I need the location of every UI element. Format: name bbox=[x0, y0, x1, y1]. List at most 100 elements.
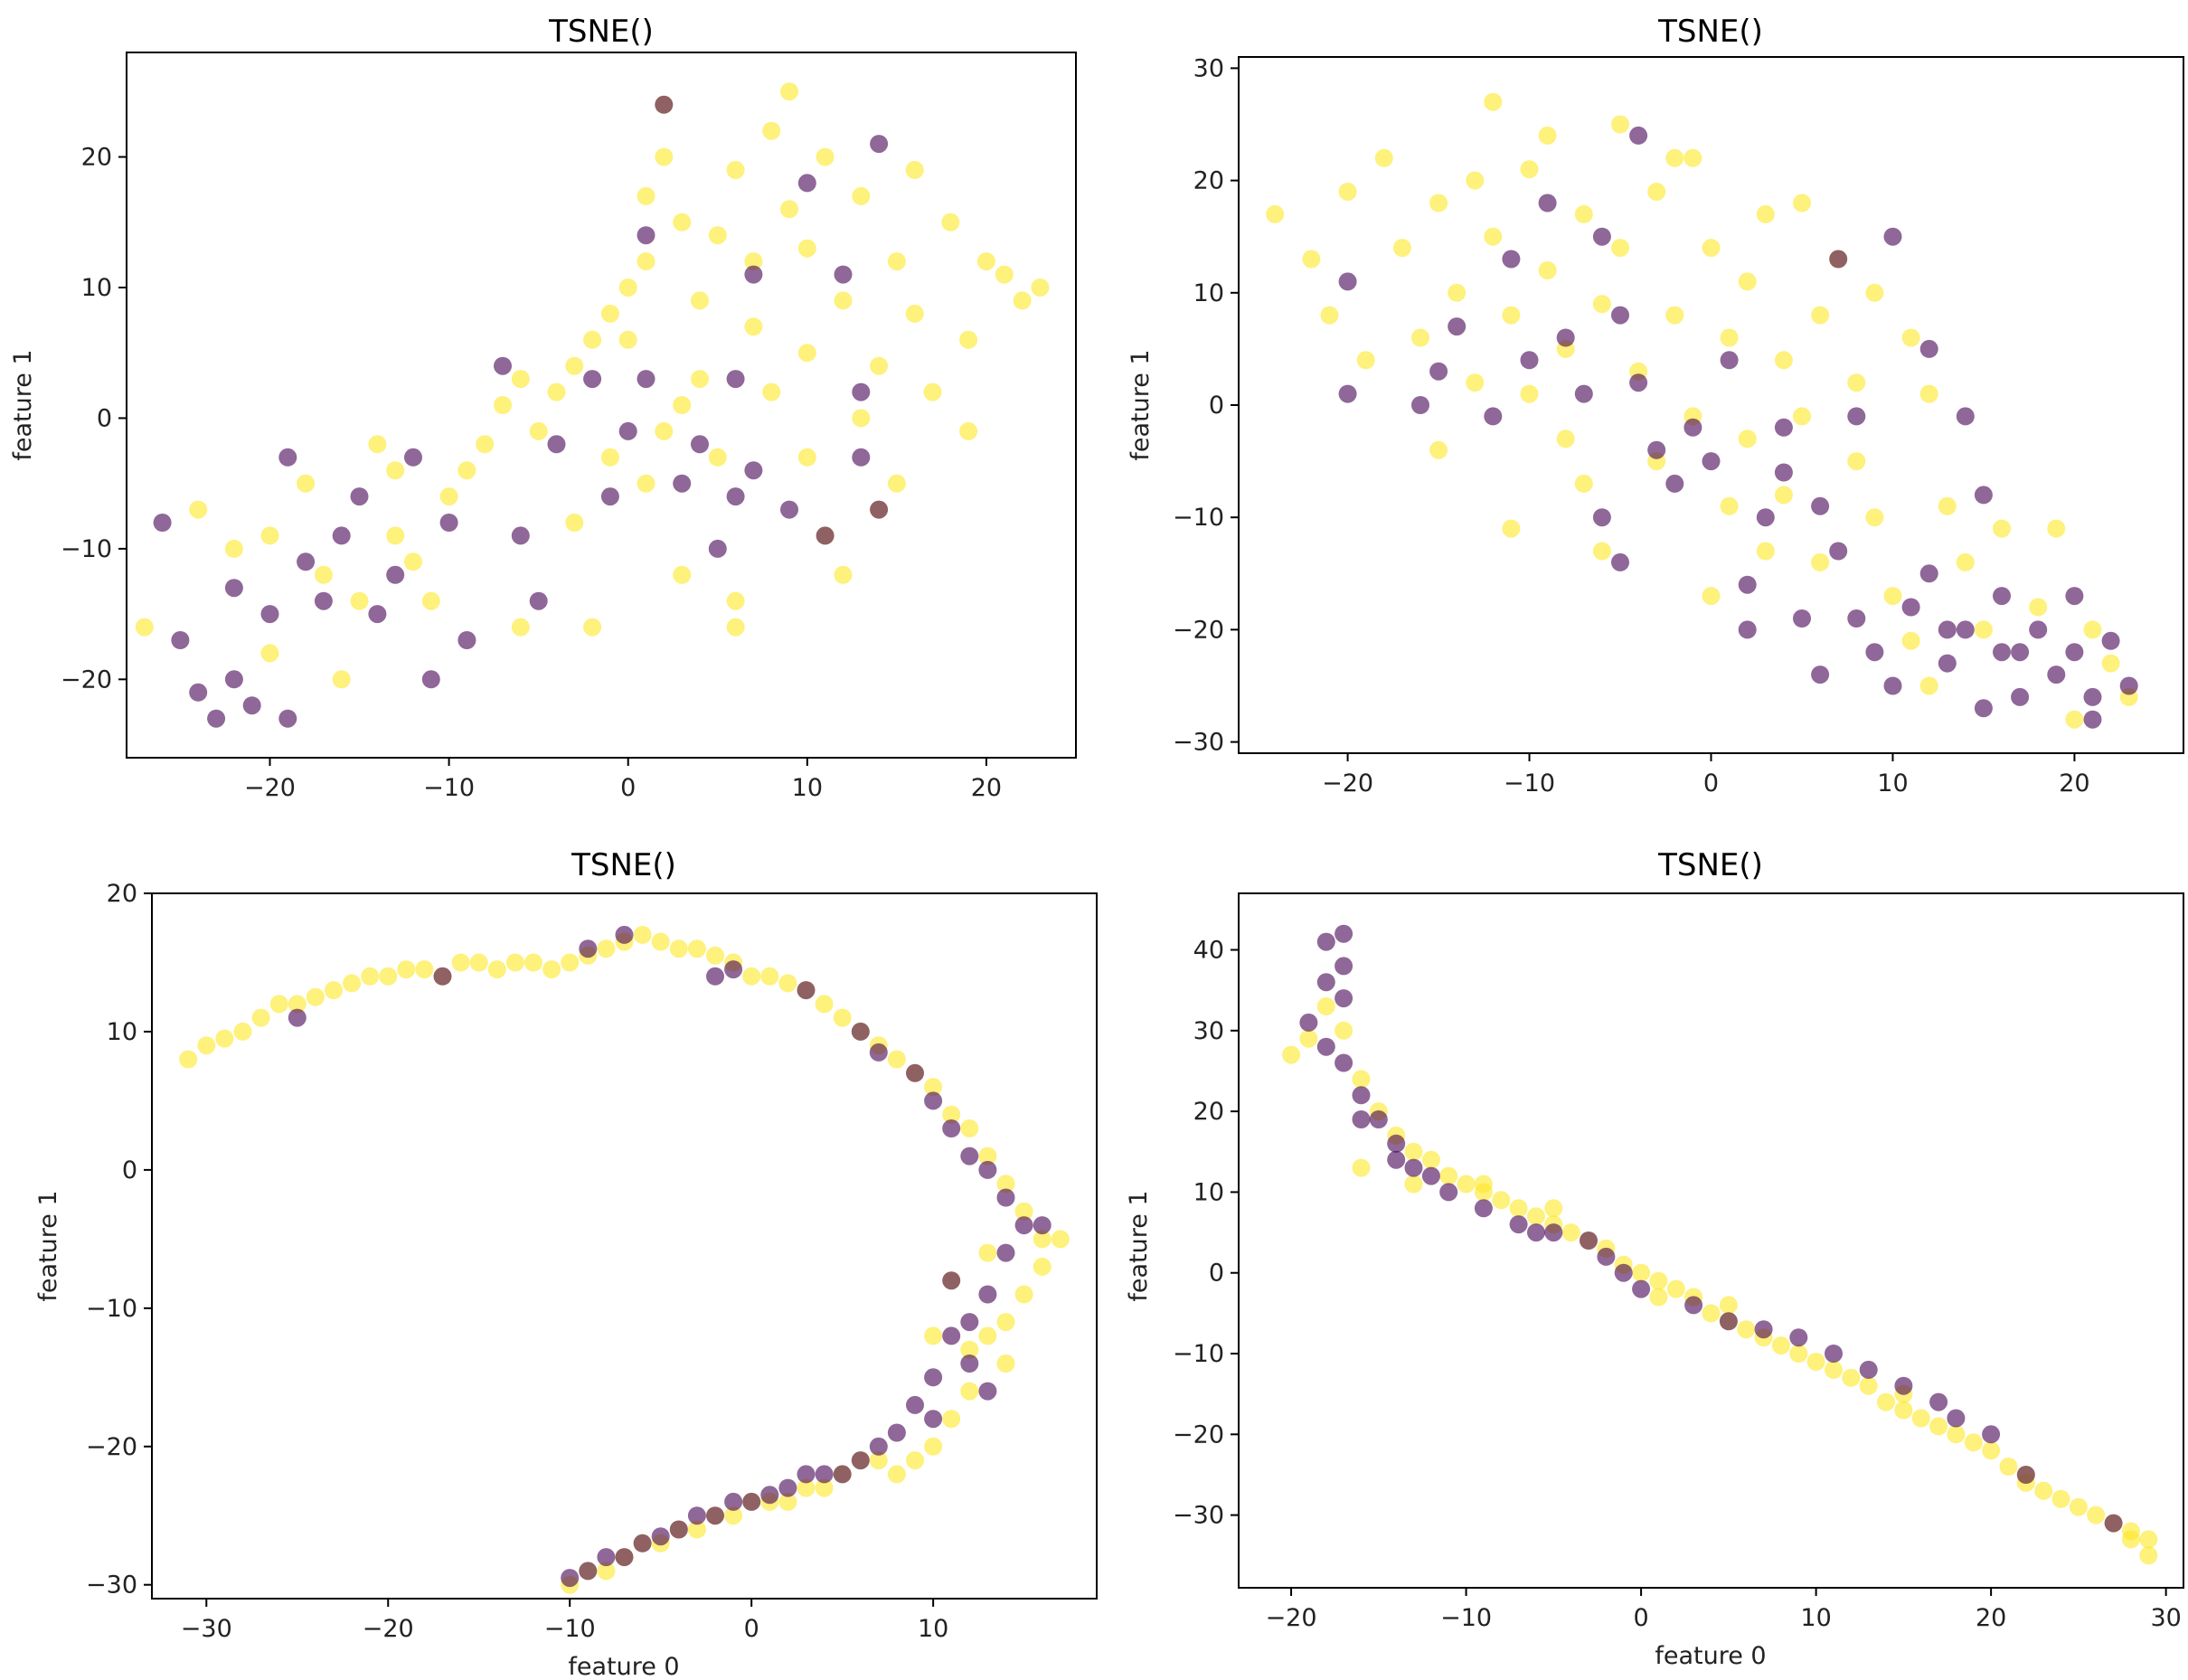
scatter-point-purple bbox=[851, 1022, 870, 1041]
scatter-point-purple bbox=[1683, 418, 1702, 437]
scatter-point-yellow bbox=[260, 526, 279, 545]
scatter-point-yellow bbox=[547, 382, 566, 401]
scatter-point-purple bbox=[600, 487, 619, 506]
scatter-point-purple bbox=[2011, 643, 2030, 662]
scatter-point-purple bbox=[1338, 272, 1357, 291]
scatter-point-purple bbox=[618, 421, 637, 440]
scatter-point-purple bbox=[942, 1271, 961, 1290]
scatter-point-yellow bbox=[2065, 710, 2084, 729]
scatter-point-yellow bbox=[561, 953, 580, 972]
y-tick-label: −10 bbox=[61, 535, 112, 563]
scatter-point-yellow bbox=[404, 552, 422, 571]
scatter-point-purple bbox=[942, 1119, 961, 1137]
scatter-point-yellow bbox=[397, 960, 416, 979]
x-tick-label: −30 bbox=[181, 1615, 232, 1643]
scatter-point-yellow bbox=[1865, 508, 1884, 527]
x-tick-label: 20 bbox=[1976, 1604, 2006, 1632]
scatter-point-purple bbox=[1299, 1013, 1318, 1032]
scatter-point-purple bbox=[778, 1478, 797, 1497]
scatter-point-purple bbox=[1929, 1392, 1948, 1411]
scatter-point-purple bbox=[1629, 373, 1648, 392]
scatter-point-purple bbox=[1556, 328, 1575, 347]
scatter-point-purple bbox=[1033, 1216, 1052, 1235]
scatter-point-purple bbox=[1974, 486, 1993, 505]
scatter-point-purple bbox=[1774, 418, 1793, 437]
scatter-point-yellow bbox=[669, 939, 688, 958]
scatter-point-yellow bbox=[1014, 1202, 1033, 1221]
scatter-point-yellow bbox=[637, 186, 655, 205]
scatter-point-yellow bbox=[325, 981, 343, 1000]
scatter-point-yellow bbox=[1956, 552, 1975, 571]
scatter-point-yellow bbox=[1611, 115, 1629, 134]
scatter-point-yellow bbox=[1556, 429, 1575, 448]
plot-title: TSNE() bbox=[1657, 14, 1763, 50]
scatter-point-purple bbox=[561, 1569, 580, 1588]
scatter-point-purple bbox=[1387, 1150, 1406, 1169]
scatter-point-purple bbox=[2065, 587, 2084, 606]
y-tick-label: −30 bbox=[1173, 1502, 1224, 1530]
scatter-point-yellow bbox=[1031, 278, 1050, 297]
scatter-point-purple bbox=[724, 1492, 743, 1511]
scatter-point-yellow bbox=[288, 995, 307, 1014]
scatter-point-purple bbox=[1719, 1312, 1738, 1331]
scatter-point-yellow bbox=[687, 1520, 706, 1539]
scatter-point-purple bbox=[1811, 665, 1830, 684]
scatter-point-yellow bbox=[1448, 283, 1467, 302]
scatter-point-purple bbox=[1538, 193, 1557, 212]
scatter-point-purple bbox=[1352, 1086, 1371, 1105]
scatter-point-yellow bbox=[1592, 542, 1611, 561]
scatter-point-yellow bbox=[1466, 171, 1485, 190]
scatter-point-yellow bbox=[1738, 429, 1757, 448]
scatter-point-yellow bbox=[1649, 1271, 1668, 1290]
scatter-point-yellow bbox=[1502, 519, 1521, 538]
y-tick-label: 40 bbox=[1193, 937, 1224, 965]
scatter-point-yellow bbox=[869, 1451, 888, 1470]
scatter-point-yellow bbox=[691, 291, 709, 310]
scatter-point-yellow bbox=[618, 278, 637, 297]
scatter-point-purple bbox=[1611, 306, 1629, 325]
data-points bbox=[135, 82, 1050, 728]
x-tick-label: −10 bbox=[1504, 769, 1555, 798]
scatter-point-yellow bbox=[1665, 306, 1684, 325]
scatter-point-yellow bbox=[1847, 373, 1866, 392]
scatter-point-yellow bbox=[1544, 1199, 1563, 1218]
scatter-point-yellow bbox=[976, 252, 995, 271]
scatter-point-yellow bbox=[1756, 204, 1775, 223]
scatter-point-yellow bbox=[1666, 1279, 1685, 1298]
scatter-point-yellow bbox=[1592, 295, 1611, 314]
scatter-point-yellow bbox=[1266, 204, 1285, 223]
scatter-point-yellow bbox=[421, 591, 440, 610]
scatter-point-purple bbox=[852, 448, 871, 467]
plot-title: TSNE() bbox=[548, 14, 654, 50]
scatter-point-yellow bbox=[1302, 250, 1321, 269]
scatter-point-yellow bbox=[959, 330, 978, 349]
scatter-point-yellow bbox=[726, 161, 745, 179]
scatter-point-purple bbox=[1369, 1110, 1388, 1128]
scatter-point-yellow bbox=[1356, 351, 1375, 370]
scatter-point-yellow bbox=[1982, 1441, 2001, 1460]
scatter-point-purple bbox=[726, 487, 745, 506]
scatter-point-purple bbox=[2104, 1514, 2123, 1533]
scatter-point-purple bbox=[1592, 508, 1611, 527]
scatter-point-purple bbox=[1947, 1409, 1966, 1428]
scatter-point-purple bbox=[1865, 643, 1884, 662]
scatter-point-yellow bbox=[1392, 239, 1411, 258]
x-tick-label: −20 bbox=[1322, 769, 1373, 798]
x-tick-label: −20 bbox=[1266, 1604, 1317, 1632]
scatter-point-yellow bbox=[815, 1478, 834, 1497]
scatter-point-purple bbox=[1502, 250, 1521, 269]
scatter-point-yellow bbox=[469, 953, 488, 972]
scatter-point-yellow bbox=[978, 1326, 997, 1345]
scatter-point-yellow bbox=[1484, 227, 1503, 246]
scatter-point-purple bbox=[1938, 654, 1957, 673]
scatter-point-yellow bbox=[655, 147, 674, 166]
scatter-point-yellow bbox=[1013, 291, 1032, 310]
scatter-point-purple bbox=[1421, 1166, 1440, 1185]
x-axis-label: feature 0 bbox=[1655, 1642, 1766, 1670]
scatter-point-purple bbox=[2029, 620, 2048, 639]
scatter-point-purple bbox=[1720, 351, 1739, 370]
x-tick-label: −10 bbox=[423, 774, 475, 802]
scatter-point-purple bbox=[207, 709, 226, 728]
scatter-point-yellow bbox=[797, 239, 816, 258]
scatter-point-yellow bbox=[1457, 1175, 1476, 1194]
